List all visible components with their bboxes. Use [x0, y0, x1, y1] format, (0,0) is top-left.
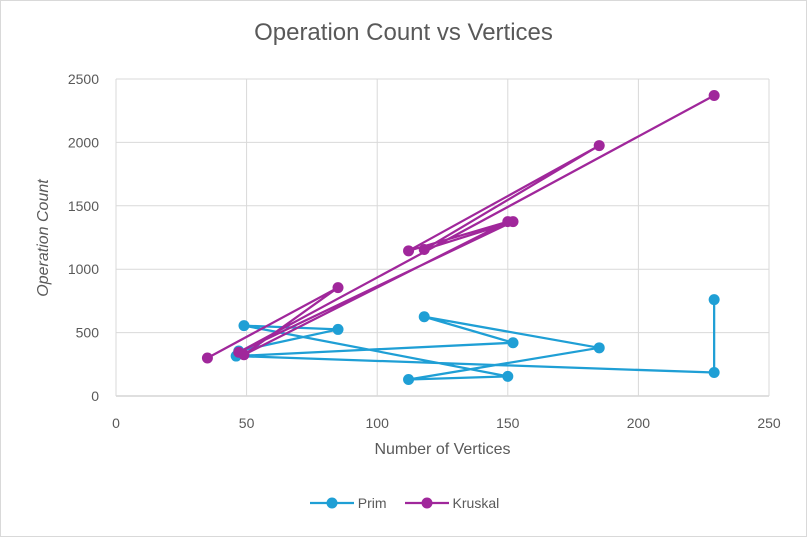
y-tick-label: 2500 — [68, 71, 99, 87]
legend-entry-kruskal: Kruskal — [404, 495, 500, 511]
kruskal-point — [332, 282, 344, 294]
y-tick-label: 500 — [76, 325, 100, 341]
legend-marker-prim — [309, 497, 354, 509]
legend-entry-prim: Prim — [309, 495, 387, 511]
series-prim — [230, 294, 720, 386]
legend: Prim Kruskal — [1, 495, 807, 511]
kruskal-point — [593, 140, 605, 152]
prim-point — [502, 370, 514, 382]
y-tick-label: 1000 — [68, 261, 99, 277]
kruskal-point — [403, 245, 415, 257]
y-tick-label: 1500 — [68, 198, 99, 214]
prim-point — [418, 311, 430, 323]
x-tick-label: 0 — [112, 415, 120, 431]
prim-point — [708, 294, 720, 306]
x-tick-label: 150 — [496, 415, 520, 431]
x-axis-label: Number of Vertices — [374, 441, 511, 458]
kruskal-point — [708, 89, 720, 101]
prim-line — [235, 299, 716, 381]
prim-point — [403, 374, 415, 386]
prim-point — [507, 337, 519, 349]
y-tick-label: 2000 — [68, 134, 99, 150]
series-kruskal — [201, 89, 720, 364]
kruskal-point — [502, 216, 514, 228]
x-tick-label: 100 — [366, 415, 390, 431]
legend-label-kruskal: Kruskal — [452, 495, 500, 511]
prim-point — [238, 320, 250, 332]
legend-marker-kruskal — [404, 497, 449, 509]
prim-point — [332, 323, 344, 335]
tick-labels: 0 500 1000 1500 2000 2500 0 50 100 150 200 250 — [68, 71, 781, 431]
kruskal-point — [418, 244, 430, 256]
y-tick-label: 0 — [91, 388, 99, 404]
legend-label-prim: Prim — [357, 495, 387, 511]
grid-lines — [115, 78, 770, 397]
x-tick-label: 200 — [627, 415, 651, 431]
x-tick-label: 250 — [757, 415, 781, 431]
kruskal-point — [238, 349, 250, 361]
prim-point — [708, 367, 720, 379]
series-layer — [201, 89, 720, 386]
kruskal-point — [201, 352, 213, 364]
prim-point — [593, 342, 605, 354]
kruskal-line — [206, 94, 715, 359]
chart-title: Operation Count vs Vertices — [254, 19, 553, 46]
x-tick-label: 50 — [239, 415, 255, 431]
